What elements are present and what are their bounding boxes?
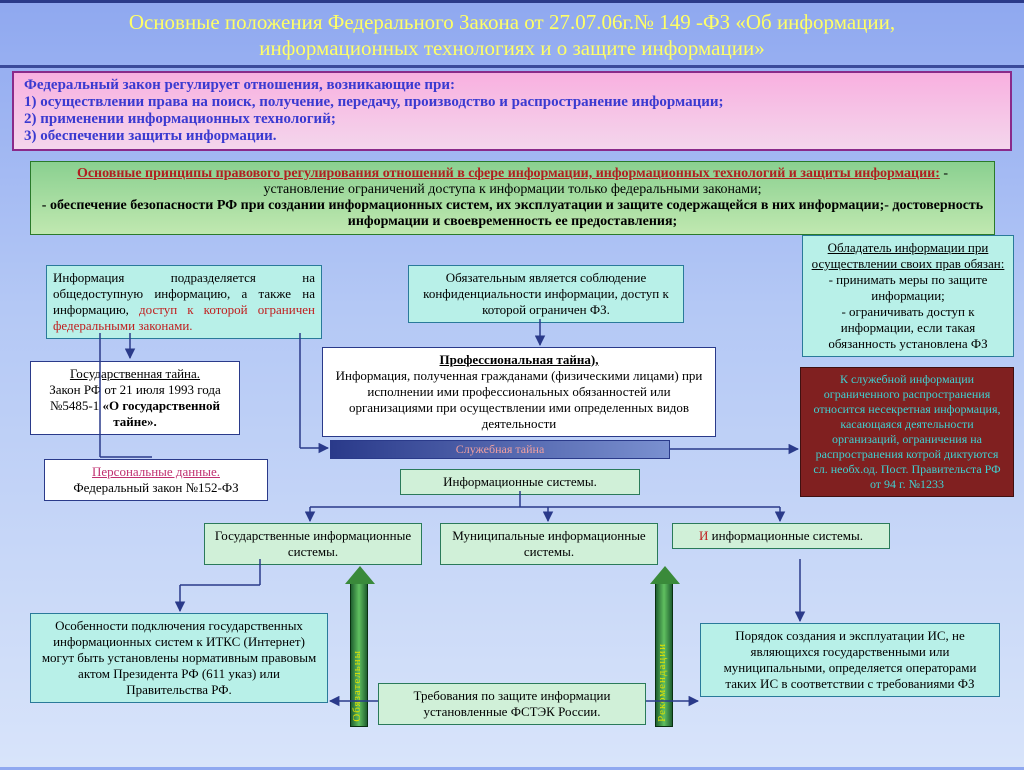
- state-secret-body-2: «О государственной тайне».: [103, 398, 220, 429]
- service-secret-text: Служебная тайна: [456, 442, 545, 456]
- principles-heading: Основные принципы правового регулировани…: [77, 166, 940, 181]
- other-is-box: И информационные системы.: [672, 523, 890, 549]
- gov-is-box: Государственные информационные системы.: [204, 523, 422, 565]
- mun-is-text: Муниципальные информационные системы.: [452, 528, 645, 559]
- recommendations-arrow: Рекомендации: [655, 579, 673, 727]
- page-title: Основные положения Федерального Закона о…: [30, 9, 994, 62]
- title-line-1: Основные положения Федерального Закона о…: [30, 9, 994, 35]
- mandatory-arrow: Обязательны: [350, 579, 368, 727]
- divider: [0, 65, 1024, 68]
- other-is-note: Порядок создания и эксплуатации ИС, не я…: [700, 623, 1000, 697]
- state-secret-title: Государственная тайна.: [39, 366, 231, 382]
- principles-box: Основные принципы правового регулировани…: [30, 161, 995, 235]
- service-secret-strip: Служебная тайна: [330, 440, 670, 459]
- principles-row-2: - обеспечение безопасности РФ при создан…: [41, 198, 984, 230]
- other-is-pre: И: [699, 528, 708, 543]
- reg-line-1: Федеральный закон регулирует отношения, …: [24, 77, 1000, 94]
- reg-line-3: 2) применении информационных технологий;: [24, 111, 1000, 128]
- other-note-text: Порядок создания и эксплуатации ИС, не я…: [724, 628, 977, 691]
- service-info-text: К служебной информации ограниченного рас…: [813, 372, 1000, 491]
- reg-line-4: 3) обеспечении защиты информации.: [24, 128, 1000, 145]
- holder-title: Обладатель информации при осуществлении …: [809, 240, 1007, 272]
- prof-secret-title: Профессиональная тайна),: [331, 352, 707, 368]
- personal-data-box: Персональные данные. Федеральный закон №…: [44, 459, 268, 501]
- service-info-box: К служебной информации ограниченного рас…: [800, 367, 1014, 497]
- state-secret-box: Государственная тайна. Закон РФ от 21 ию…: [30, 361, 240, 435]
- confidentiality-text: Обязательным является соблюдение конфиде…: [423, 270, 669, 317]
- reg-line-2: 1) осуществлении права на поиск, получен…: [24, 94, 1000, 111]
- other-is-text: информационные системы.: [712, 528, 863, 543]
- mandatory-label: Обязательны: [351, 650, 363, 722]
- info-holder-box: Обладатель информации при осуществлении …: [802, 235, 1014, 357]
- recommendations-label: Рекомендации: [656, 643, 668, 722]
- arrow-head-icon: [345, 566, 375, 584]
- info-classification-box: Информация подразделяется на общедоступн…: [46, 265, 322, 339]
- fstek-box: Требования по защите информации установл…: [378, 683, 646, 725]
- professional-secret-box: Профессиональная тайна), Информация, пол…: [322, 347, 716, 437]
- personal-data-body: Федеральный закон №152-ФЗ: [53, 480, 259, 496]
- regulation-box: Федеральный закон регулирует отношения, …: [12, 71, 1012, 151]
- arrow-head-icon: [650, 566, 680, 584]
- holder-item-2: - ограничивать доступ к информации, если…: [809, 304, 1007, 352]
- title-line-2: информационных технологиях и о защите ин…: [30, 35, 994, 61]
- gov-connection-note: Особенности подключения государственных …: [30, 613, 328, 703]
- info-systems-text: Информационные системы.: [443, 474, 597, 489]
- info-systems-box: Информационные системы.: [400, 469, 640, 495]
- personal-data-title: Персональные данные.: [53, 464, 259, 480]
- gov-note-text: Особенности подключения государственных …: [42, 618, 316, 697]
- fstek-text: Требования по защите информации установл…: [414, 688, 611, 719]
- confidentiality-box: Обязательным является соблюдение конфиде…: [408, 265, 684, 323]
- holder-item-1: - принимать меры по защите информации;: [809, 272, 1007, 304]
- mun-is-box: Муниципальные информационные системы.: [440, 523, 658, 565]
- prof-secret-body: Информация, полученная гражданами (физич…: [331, 368, 707, 432]
- gov-is-text: Государственные информационные системы.: [215, 528, 411, 559]
